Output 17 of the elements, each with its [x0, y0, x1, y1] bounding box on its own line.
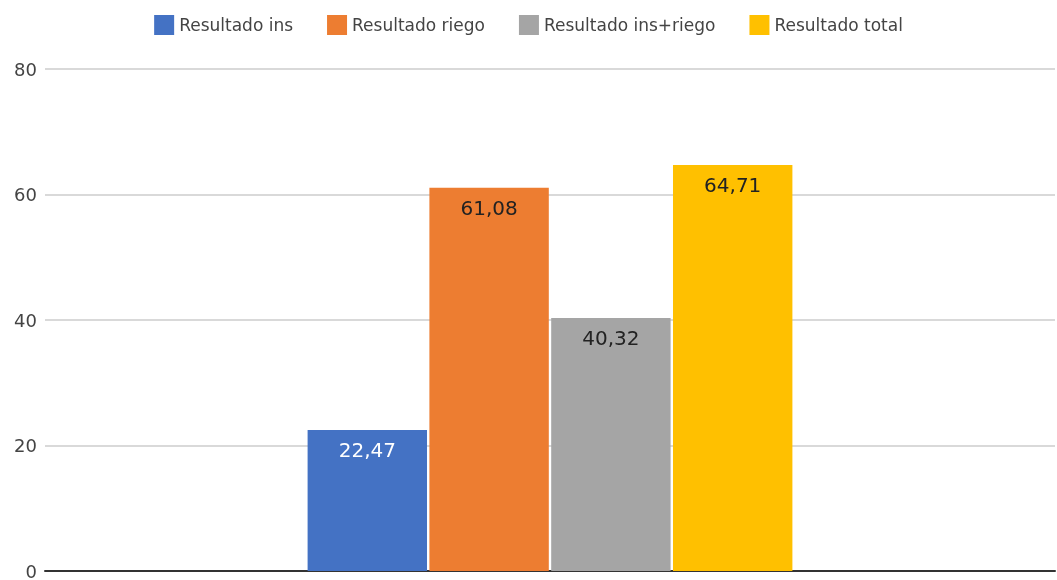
- legend-label: Resultado ins: [179, 15, 294, 35]
- data-label: 64,71: [704, 172, 762, 197]
- y-tick-label: 20: [14, 435, 37, 456]
- legend-label: Resultado ins+riego: [543, 15, 716, 35]
- bar: [429, 187, 549, 571]
- legend-label: Resultado riego: [352, 15, 485, 35]
- y-tick-label: 60: [14, 184, 37, 205]
- bar: [672, 164, 793, 571]
- bar: [551, 317, 671, 571]
- y-tick-label: 40: [14, 309, 37, 331]
- y-tick-label: 0: [25, 560, 37, 580]
- data-label: 22,47: [338, 438, 396, 462]
- bar: [307, 430, 428, 571]
- data-label: 61,08: [460, 195, 518, 220]
- legend-label: Resultado total: [774, 15, 903, 35]
- y-tick-label: 80: [14, 58, 37, 80]
- data-label: 40,32: [582, 325, 640, 350]
